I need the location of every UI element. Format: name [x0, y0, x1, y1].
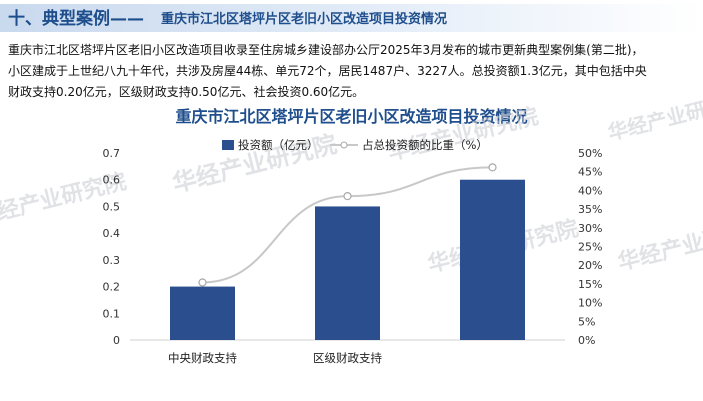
watermark-text: 华经产业研究院	[615, 213, 703, 275]
right-y-axis: 0% 5% 10% 15% 20% 25% 30% 35% 40% 45% 50%	[578, 147, 602, 347]
right-axis-tick-label: 20%	[578, 259, 602, 272]
line-series	[198, 163, 497, 287]
right-axis-tick-label: 25%	[578, 241, 602, 254]
case-description: 重庆市江北区塔坪片区老旧小区改造项目收录至住房城乡建设部办公厅2025年3月发布…	[8, 40, 698, 103]
legend-bar-label: 投资额（亿元）	[238, 138, 319, 152]
bar-2	[315, 206, 380, 340]
left-axis-tick-label: 0.7	[103, 147, 121, 160]
right-axis-tick-label: 35%	[578, 203, 602, 216]
legend-line-marker	[340, 141, 348, 149]
right-axis-tick-label: 0%	[578, 334, 595, 347]
right-axis-tick-label: 10%	[578, 297, 602, 310]
left-axis-tick-label: 0.6	[103, 174, 121, 187]
section-header-band	[0, 4, 703, 32]
watermark-text: 华经产业研究院	[385, 103, 541, 165]
line-point-3	[488, 163, 497, 172]
left-axis-tick-label: 0.1	[103, 307, 121, 320]
left-axis-tick-label: 0	[113, 334, 120, 347]
bar-series	[170, 179, 525, 340]
x-axis-label: 区级财政支持	[313, 351, 382, 365]
section-title: 十、典型案例——	[8, 9, 144, 29]
legend-line-label: 占总投资额的比重（%）	[362, 138, 488, 152]
legend-bar-swatch	[222, 140, 234, 150]
right-axis-tick-label: 50%	[578, 147, 602, 160]
watermark-text: 华经产业研究院	[605, 88, 703, 145]
section-subtitle: 重庆市江北区塔坪片区老旧小区改造项目投资情况	[161, 12, 448, 27]
right-axis-tick-label: 45%	[578, 166, 602, 179]
left-axis-tick-label: 0.4	[103, 227, 121, 240]
x-axis-labels: 中央财政支持 区级财政支持	[168, 351, 382, 365]
bar-1	[170, 286, 235, 340]
right-axis-tick-label: 5%	[578, 315, 595, 328]
description-line-2: 小区建成于上世纪八九十年代，共涉及房屋44栋、单元72个，居民1487户、322…	[8, 64, 647, 78]
description-line-3: 财政支持0.20亿元，区级财政支持0.50亿元、社会投资0.60亿元。	[8, 85, 365, 99]
bar-3	[460, 179, 525, 340]
right-axis-tick-label: 30%	[578, 222, 602, 235]
right-axis-tick-label: 15%	[578, 278, 602, 291]
left-axis-tick-label: 0.2	[103, 281, 121, 294]
chart-title: 重庆市江北区塔坪片区老旧小区改造项目投资情况	[175, 107, 528, 126]
x-axis-label: 中央财政支持	[168, 351, 237, 365]
description-line-1: 重庆市江北区塔坪片区老旧小区改造项目收录至住房城乡建设部办公厅2025年3月发布…	[8, 43, 644, 57]
left-axis-tick-label: 0.5	[103, 200, 121, 213]
left-axis-tick-label: 0.3	[103, 254, 121, 267]
right-axis-tick-label: 40%	[578, 184, 602, 197]
line-point-2	[343, 192, 352, 201]
line-point-1	[198, 278, 207, 287]
chart-legend: 投资额（亿元） 占总投资额的比重（%）	[222, 138, 488, 152]
